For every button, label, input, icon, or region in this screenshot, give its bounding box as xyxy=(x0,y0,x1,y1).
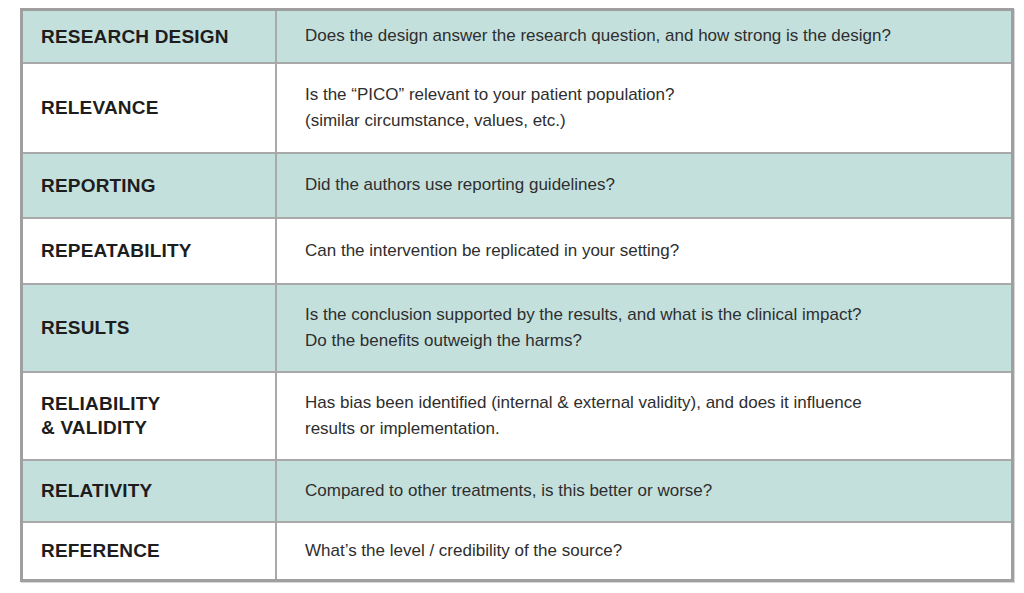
table-row-reporting: REPORTING Did the authors use reporting … xyxy=(23,152,1011,217)
row-question: Is the “PICO” relevant to your patient p… xyxy=(277,64,1011,152)
table-row-repeatability: REPEATABILITY Can the intervention be re… xyxy=(23,217,1011,283)
row-label: REPORTING xyxy=(23,154,277,217)
row-label: RELIABILITY & VALIDITY xyxy=(23,373,277,459)
table-row-relativity: RELATIVITY Compared to other treatments,… xyxy=(23,459,1011,521)
table-row-research-design: RESEARCH DESIGN Does the design answer t… xyxy=(23,11,1011,62)
row-question: Compared to other treatments, is this be… xyxy=(277,461,1011,521)
row-label: RESULTS xyxy=(23,285,277,371)
row-label: RESEARCH DESIGN xyxy=(23,11,277,62)
row-question: Has bias been identified (internal & ext… xyxy=(277,373,1011,459)
table-row-results: RESULTS Is the conclusion supported by t… xyxy=(23,283,1011,371)
row-question: Can the intervention be replicated in yo… xyxy=(277,219,1011,283)
row-label: RELATIVITY xyxy=(23,461,277,521)
row-label: RELEVANCE xyxy=(23,64,277,152)
row-label: REPEATABILITY xyxy=(23,219,277,283)
row-question: Did the authors use reporting guidelines… xyxy=(277,154,1011,217)
row-question: Is the conclusion supported by the resul… xyxy=(277,285,1011,371)
row-question: What’s the level / credibility of the so… xyxy=(277,523,1011,579)
table-row-relevance: RELEVANCE Is the “PICO” relevant to your… xyxy=(23,62,1011,152)
table-row-reference: REFERENCE What’s the level / credibility… xyxy=(23,521,1011,579)
table-row-reliability-validity: RELIABILITY & VALIDITY Has bias been ide… xyxy=(23,371,1011,459)
row-label: REFERENCE xyxy=(23,523,277,579)
appraisal-criteria-table: RESEARCH DESIGN Does the design answer t… xyxy=(20,8,1014,582)
row-question: Does the design answer the research ques… xyxy=(277,11,1011,62)
